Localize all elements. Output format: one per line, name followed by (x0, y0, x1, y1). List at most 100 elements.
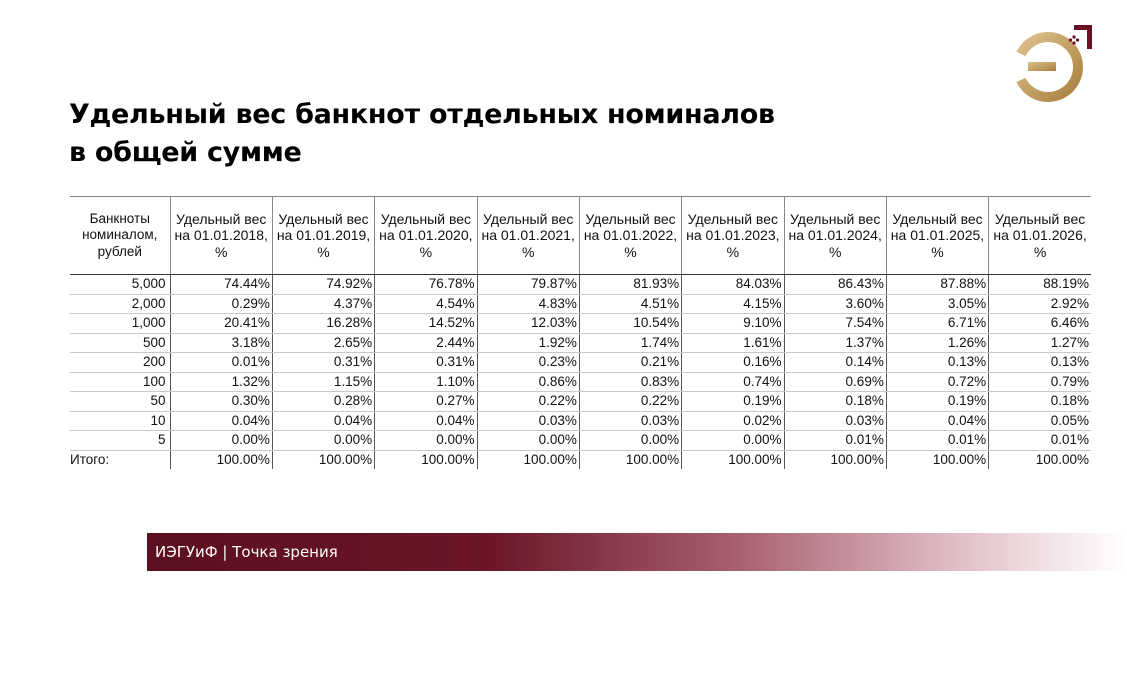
column-header-year: Удельный вес на 01.01.2024, % (783, 196, 887, 275)
table-cell: 0.72% (885, 372, 989, 392)
table-cell: 6.71% (885, 313, 989, 334)
table-cell: 0.22% (476, 391, 580, 412)
column-header-year: Удельный вес на 01.01.2025, % (885, 196, 989, 275)
ie-logo-icon (1014, 22, 1094, 102)
table-cell: 74.44% (169, 274, 273, 295)
table-cell: 84.03% (681, 274, 784, 295)
table-cell: 0.23% (476, 352, 580, 373)
table-cell: 2.92% (988, 294, 1091, 314)
table-cell: 14.52% (374, 313, 478, 334)
table-row: 500 3.18% 2.65% 2.44% 1.92% 1.74% 1.61% 1.37% 1.… (70, 333, 1091, 353)
table-cell: 1.32% (169, 372, 273, 392)
row-label: 5 (70, 430, 171, 451)
table-cell: 1.26% (885, 333, 989, 353)
table-cell: 0.03% (578, 411, 682, 431)
table-cell: 2.65% (271, 333, 375, 353)
table-cell: 86.43% (783, 274, 887, 295)
table-cell: 0.13% (988, 352, 1091, 373)
table-cell: 0.03% (783, 411, 887, 431)
table-cell: 2.44% (374, 333, 478, 353)
table-cell: 20.41% (169, 313, 273, 334)
table-cell: 0.29% (169, 294, 273, 314)
table-cell: 0.16% (681, 352, 784, 373)
table-cell: 1.37% (783, 333, 887, 353)
table-cell: 10.54% (578, 313, 682, 334)
table-body: 5,000 74.44% 74.92% 76.78% 79.87% 81.93% 84.03… (70, 274, 1091, 469)
table-cell: 0.74% (681, 372, 784, 392)
row-label: 1,000 (70, 313, 171, 334)
banknote-share-table-wrap: Банкноты номиналом, рублей Удельный вес … (70, 196, 1092, 470)
table-cell: 0.00% (681, 430, 784, 451)
table-row: 1,000 20.41% 16.28% 14.52% 12.03% 10.54% 9.10%… (70, 313, 1091, 334)
table-cell: 0.04% (885, 411, 989, 431)
table-cell: 0.19% (885, 391, 989, 412)
table-cell: 0.21% (578, 352, 682, 373)
table-cell: 79.87% (476, 274, 580, 295)
table-cell: 88.19% (988, 274, 1091, 295)
table-cell: 1.74% (578, 333, 682, 353)
table-row: 5,000 74.44% 74.92% 76.78% 79.87% 81.93% 84.03… (70, 274, 1091, 295)
table-cell: 0.01% (783, 430, 887, 451)
column-header-year: Удельный вес на 01.01.2022, % (578, 196, 682, 275)
table-cell: 0.04% (271, 411, 375, 431)
column-header-year: Удельный вес на 01.01.2019, % (271, 196, 375, 275)
table-cell: 0.01% (885, 430, 989, 451)
table-cell: 4.51% (578, 294, 682, 314)
table-cell: 0.22% (578, 391, 682, 412)
table-cell: 100.00% (578, 450, 682, 469)
column-header-denomination: Банкноты номиналом, рублей (70, 196, 171, 275)
table-cell: 1.10% (374, 372, 478, 392)
table-cell: 4.15% (681, 294, 784, 314)
table-cell: 0.14% (783, 352, 887, 373)
table-row: 100 1.32% 1.15% 1.10% 0.86% 0.83% 0.74% 0.69% 0.… (70, 372, 1091, 392)
table-cell: 6.46% (988, 313, 1091, 334)
row-label: 50 (70, 391, 171, 412)
table-cell: 4.37% (271, 294, 375, 314)
column-header-year: Удельный вес на 01.01.2021, % (476, 196, 580, 275)
table-cell: 100.00% (885, 450, 989, 469)
table-row: 200 0.01% 0.31% 0.31% 0.23% 0.21% 0.16% 0.14% 0.… (70, 352, 1091, 373)
table-cell: 9.10% (681, 313, 784, 334)
footer-text: ИЭГУиФ | Точка зрения (155, 543, 338, 561)
table-cell: 0.83% (578, 372, 682, 392)
table-cell: 100.00% (271, 450, 375, 469)
table-cell: 100.00% (476, 450, 580, 469)
table-cell: 100.00% (169, 450, 273, 469)
table-cell: 0.01% (169, 352, 273, 373)
row-label: 2,000 (70, 294, 171, 314)
table-cell: 1.92% (476, 333, 580, 353)
table-cell: 7.54% (783, 313, 887, 334)
row-label: 10 (70, 411, 171, 431)
table-cell: 1.27% (988, 333, 1091, 353)
table-cell: 0.02% (681, 411, 784, 431)
table-cell: 100.00% (783, 450, 887, 469)
row-label: 100 (70, 372, 171, 392)
table-cell: 1.15% (271, 372, 375, 392)
table-cell: 3.60% (783, 294, 887, 314)
table-cell: 81.93% (578, 274, 682, 295)
table-cell: 0.05% (988, 411, 1091, 431)
table-row: 5 0.00% 0.00% 0.00% 0.00% 0.00% 0.00% 0.01% 0.01… (70, 430, 1091, 451)
table-cell: 0.00% (374, 430, 478, 451)
table-cell: 0.28% (271, 391, 375, 412)
table-cell: 0.13% (885, 352, 989, 373)
table-cell: 12.03% (476, 313, 580, 334)
row-label: Итого: (70, 451, 110, 467)
table-cell: 0.19% (681, 391, 784, 412)
table-cell: 0.00% (271, 430, 375, 451)
table-header-row: Банкноты номиналом, рублей Удельный вес … (70, 196, 1091, 275)
footer-band: ИЭГУиФ | Точка зрения (147, 533, 1127, 571)
table-cell: 1.61% (681, 333, 784, 353)
table-cell: 0.69% (783, 372, 887, 392)
table-cell: 3.18% (169, 333, 273, 353)
column-header-year: Удельный вес на 01.01.2018, % (169, 196, 273, 275)
column-header-year: Удельный вес на 01.01.2026, % (988, 196, 1091, 275)
page-title: Удельный вес банкнот отдельных номиналов… (69, 96, 775, 172)
table-cell: 74.92% (271, 274, 375, 295)
table-cell: 0.04% (374, 411, 478, 431)
title-line-1: Удельный вес банкнот отдельных номиналов (69, 99, 775, 130)
table-cell: 0.00% (169, 430, 273, 451)
table-total-row: Итого: 100.00% 100.00% 100.00% 100.00% 100.00… (70, 450, 1091, 469)
table-cell: 0.03% (476, 411, 580, 431)
row-label: 5,000 (70, 274, 171, 295)
